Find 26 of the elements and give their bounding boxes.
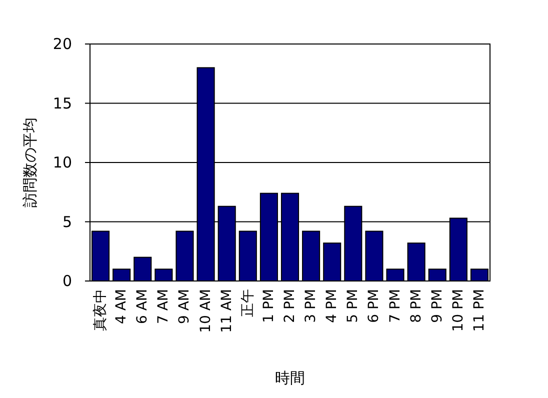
x-tick-label: 9 AM (176, 289, 193, 324)
x-tick-label: 3 PM (303, 289, 320, 323)
x-tick-label: 1 PM (260, 289, 277, 323)
y-tick-label: 20 (52, 35, 72, 53)
x-tick-label: 8 PM (408, 289, 424, 323)
x-tick-label: 11 PM (471, 289, 488, 332)
x-tick-label: 2 PM (282, 289, 298, 323)
x-tick-label: 6 PM (366, 289, 382, 323)
y-tick-label: 15 (52, 94, 72, 112)
x-tick-label: 9 PM (429, 289, 446, 323)
x-tick-label: 4 AM (114, 289, 130, 324)
y-tick-label: 10 (52, 154, 72, 172)
x-tick-label: 10 PM (450, 289, 466, 332)
y-tick-label: 0 (62, 272, 72, 290)
x-tick-label: 7 AM (156, 289, 172, 324)
x-tick-label: 正午 (240, 289, 256, 317)
x-tick-label: 5 PM (345, 289, 362, 323)
x-tick-label: 11 AM (218, 289, 235, 333)
x-tick-label: 7 PM (387, 289, 404, 323)
x-tick-label: 4 PM (324, 289, 340, 323)
x-tick-label: 真夜中 (92, 289, 109, 331)
y-tick-label: 5 (62, 212, 72, 231)
y-axis-title: 訪問数の平均 (21, 118, 39, 208)
x-axis-title: 時間 (275, 369, 305, 387)
x-tick-label: 10 AM (198, 289, 214, 333)
x-tick-label: 6 AM (134, 289, 151, 324)
